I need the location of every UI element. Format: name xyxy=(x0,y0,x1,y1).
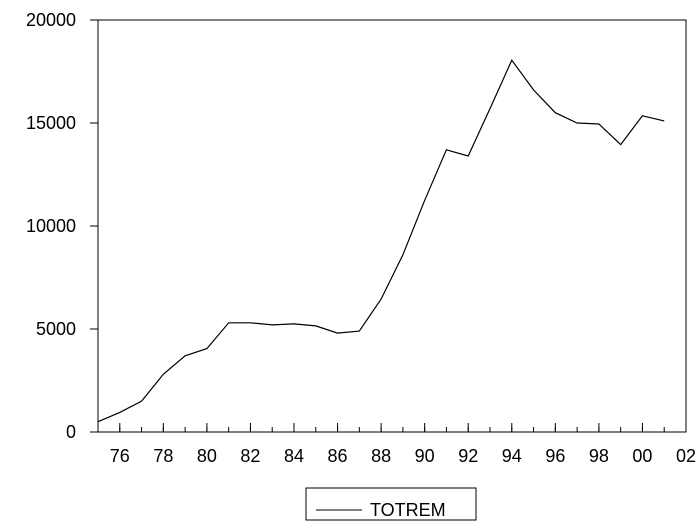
x-tick-label: 98 xyxy=(589,446,609,466)
y-tick-label: 15000 xyxy=(26,113,76,133)
x-tick-label: 02 xyxy=(676,446,696,466)
legend-label-totrem: TOTREM xyxy=(370,500,446,520)
y-tick-label: 20000 xyxy=(26,10,76,30)
legend: TOTREM xyxy=(305,487,477,521)
x-tick-label: 80 xyxy=(197,446,217,466)
x-tick-label: 96 xyxy=(545,446,565,466)
x-tick-label: 88 xyxy=(371,446,391,466)
x-axis: 76 78 80 82 84 86 88 90 92 94 96 98 00 02 xyxy=(110,423,696,466)
x-tick-label: 92 xyxy=(458,446,478,466)
y-tick-label: 10000 xyxy=(26,216,76,236)
x-tick-label: 00 xyxy=(632,446,652,466)
x-minor-ticks xyxy=(97,427,687,432)
y-tick-label: 5000 xyxy=(36,319,76,339)
x-tick-label: 90 xyxy=(415,446,435,466)
x-tick-label: 94 xyxy=(502,446,522,466)
x-tick-label: 86 xyxy=(328,446,348,466)
x-tick-label: 78 xyxy=(153,446,173,466)
x-tick-label: 76 xyxy=(110,446,130,466)
series-group xyxy=(97,59,665,423)
x-tick-label: 84 xyxy=(284,446,304,466)
x-tick-label: 82 xyxy=(240,446,260,466)
legend-box xyxy=(305,487,477,521)
plot-area-frame xyxy=(97,19,687,433)
y-tick-label: 0 xyxy=(66,422,76,442)
series-line-totrem xyxy=(97,59,665,423)
y-axis: 0 5000 10000 15000 20000 xyxy=(26,10,98,442)
